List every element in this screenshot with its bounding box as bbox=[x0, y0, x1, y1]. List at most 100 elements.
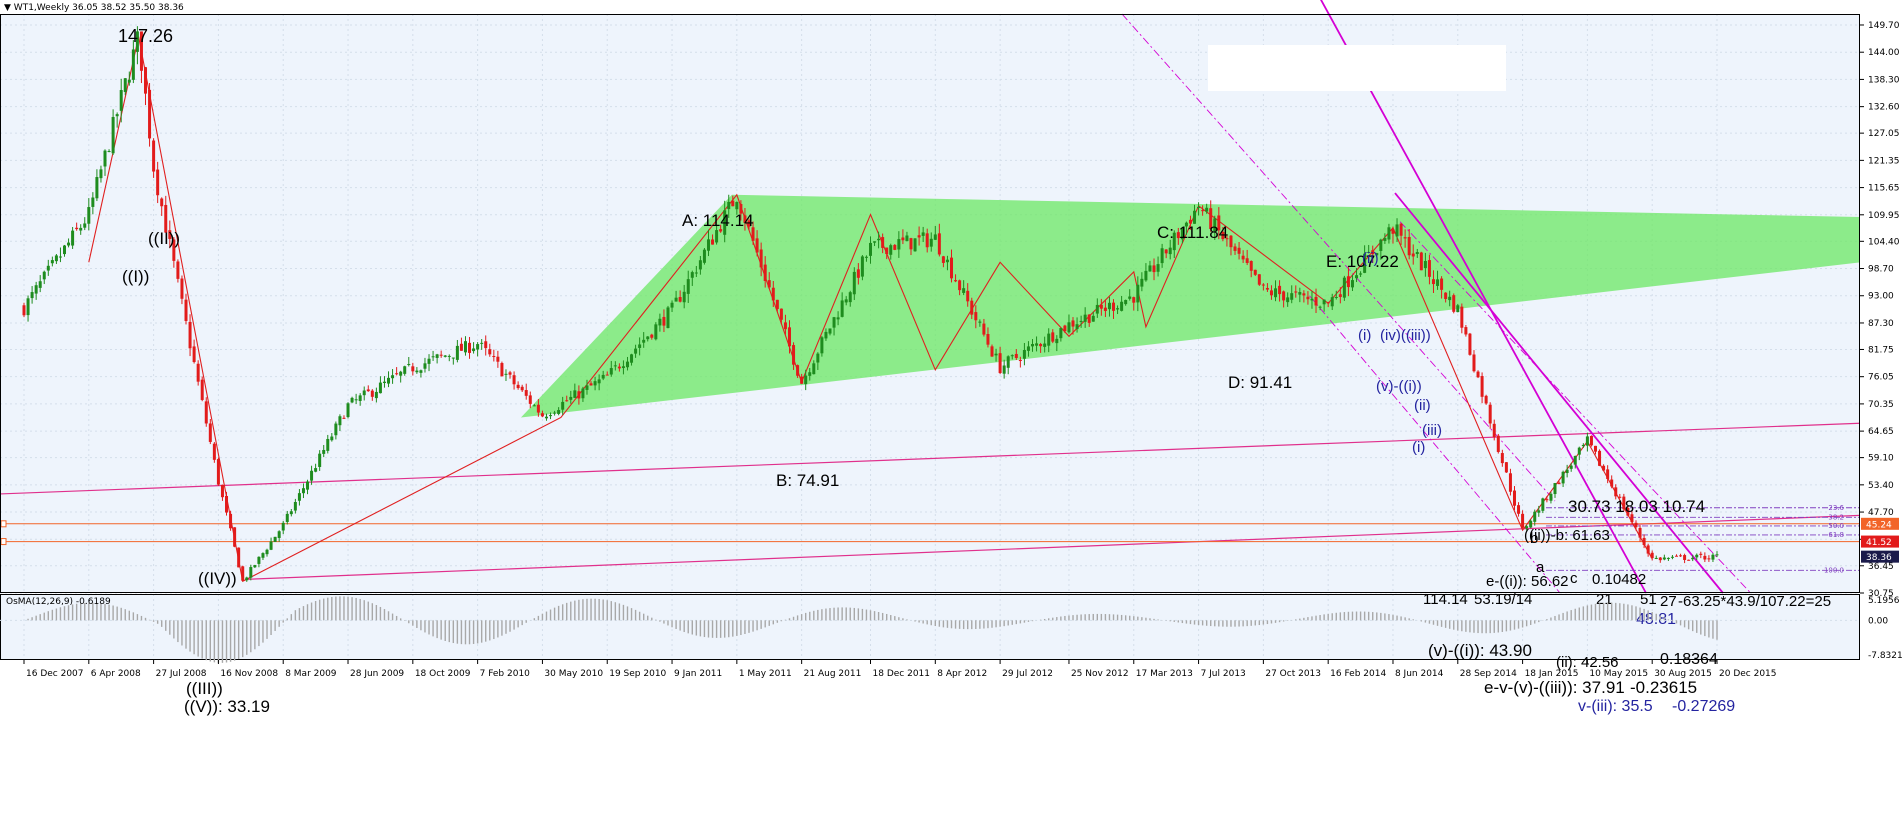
chart-header: ▼ WT1,Weekly 36.05 38.52 35.50 38.36 bbox=[4, 3, 184, 13]
candle-body bbox=[423, 363, 427, 369]
candle-body bbox=[775, 299, 779, 309]
candle-body bbox=[694, 272, 698, 274]
label-a: A: 114.14 bbox=[682, 211, 754, 230]
label-a-small: a bbox=[1536, 559, 1545, 576]
candle-body bbox=[1031, 344, 1035, 347]
candle-body bbox=[642, 339, 646, 343]
candle-body bbox=[1533, 511, 1537, 522]
candle-body bbox=[1128, 296, 1132, 299]
candle-body bbox=[1310, 298, 1314, 301]
candle-body bbox=[678, 297, 682, 302]
candle-body bbox=[30, 292, 34, 299]
candle-body bbox=[427, 358, 431, 364]
candle-body bbox=[532, 405, 536, 407]
candle-body bbox=[1184, 222, 1188, 227]
candle-body bbox=[1026, 346, 1030, 351]
candle-body bbox=[273, 536, 277, 542]
label-blue-i: (i) bbox=[1358, 327, 1371, 344]
candle-body bbox=[1355, 275, 1359, 279]
candle-body bbox=[982, 323, 986, 335]
dashdot-channel-2 bbox=[1309, 295, 1561, 594]
candle-body bbox=[184, 299, 188, 321]
candle-body bbox=[1091, 315, 1095, 322]
candle-body bbox=[1168, 247, 1172, 255]
candle-body bbox=[1561, 471, 1565, 484]
label-e: E: 107.22 bbox=[1326, 252, 1399, 271]
price-tag-box bbox=[1861, 535, 1899, 548]
candle-body bbox=[42, 271, 46, 280]
x-tick-label: 17 Mar 2013 bbox=[1136, 669, 1193, 679]
candle-body bbox=[812, 363, 816, 375]
collapse-icon[interactable]: ▼ bbox=[4, 3, 11, 13]
candle-body bbox=[1051, 332, 1055, 342]
candle-body bbox=[682, 291, 686, 303]
candle-body bbox=[1468, 333, 1472, 355]
candle-body bbox=[1265, 288, 1269, 290]
candle-body bbox=[131, 49, 135, 80]
candle-body bbox=[1350, 280, 1354, 288]
candle-body bbox=[1261, 284, 1265, 286]
fib-level-label: 100.0 bbox=[1824, 566, 1844, 574]
candle-body bbox=[804, 375, 808, 385]
candle-body bbox=[1622, 496, 1626, 510]
candle-body bbox=[1379, 239, 1383, 251]
candle-body bbox=[1674, 555, 1678, 557]
candle-body bbox=[605, 374, 609, 376]
candle-body bbox=[638, 344, 642, 348]
candle-body bbox=[1217, 215, 1221, 231]
candle-body bbox=[1577, 447, 1581, 455]
dashdot-channel-1 bbox=[1121, 13, 1556, 502]
candle-body bbox=[1140, 278, 1144, 287]
candle-body bbox=[67, 242, 71, 246]
candle-body bbox=[1593, 445, 1597, 452]
price-tag-box bbox=[1861, 517, 1899, 530]
candle-body bbox=[1160, 248, 1164, 264]
y-tick-label: 109.95 bbox=[1868, 211, 1900, 221]
candle-body bbox=[1602, 465, 1606, 471]
candle-body bbox=[1585, 436, 1589, 446]
label-blue-iv-iii: (iv)((iii)) bbox=[1380, 327, 1431, 344]
candle-body bbox=[1504, 462, 1508, 473]
candle-body bbox=[1225, 238, 1229, 240]
candle-body bbox=[322, 449, 326, 454]
fib-level-label: 38.2 bbox=[1828, 513, 1844, 521]
candle-body bbox=[1630, 514, 1634, 523]
candle-body bbox=[1346, 276, 1350, 288]
candle-body bbox=[212, 443, 216, 460]
candle-body bbox=[1537, 510, 1541, 513]
candle-body bbox=[253, 565, 257, 568]
candle-body bbox=[1419, 252, 1423, 271]
candle-body bbox=[1176, 232, 1180, 239]
candle-body bbox=[536, 404, 540, 413]
candle-body bbox=[1164, 249, 1168, 254]
candle-body bbox=[1614, 487, 1618, 497]
candle-body bbox=[451, 357, 455, 359]
candle-body bbox=[1476, 371, 1480, 378]
candle-body bbox=[318, 453, 322, 467]
candle-body bbox=[901, 237, 905, 241]
candle-body bbox=[735, 202, 739, 210]
candle-body bbox=[1626, 507, 1630, 516]
candle-body bbox=[504, 373, 508, 375]
candle-body bbox=[50, 260, 54, 264]
candle-body bbox=[1269, 290, 1273, 296]
price-tag-box bbox=[1861, 550, 1899, 563]
candle-body bbox=[204, 401, 208, 424]
x-tick-label: 30 Aug 2015 bbox=[1654, 669, 1712, 679]
candle-body bbox=[755, 238, 759, 253]
candle-body bbox=[111, 116, 115, 154]
candle-body bbox=[156, 169, 160, 196]
candle-body bbox=[1201, 210, 1205, 212]
candle-body bbox=[1063, 325, 1067, 332]
label-027269: -0.27269 bbox=[1672, 698, 1735, 715]
level-handle-1 bbox=[0, 520, 7, 528]
candle-body bbox=[58, 256, 62, 258]
candle-body bbox=[54, 255, 58, 262]
zigzag-line bbox=[88, 36, 1653, 583]
x-tick-label: 29 Jul 2012 bbox=[1002, 669, 1053, 679]
candle-body bbox=[516, 384, 520, 389]
candle-body bbox=[447, 355, 451, 357]
candle-body bbox=[1205, 207, 1209, 212]
candle-body bbox=[1071, 320, 1075, 327]
